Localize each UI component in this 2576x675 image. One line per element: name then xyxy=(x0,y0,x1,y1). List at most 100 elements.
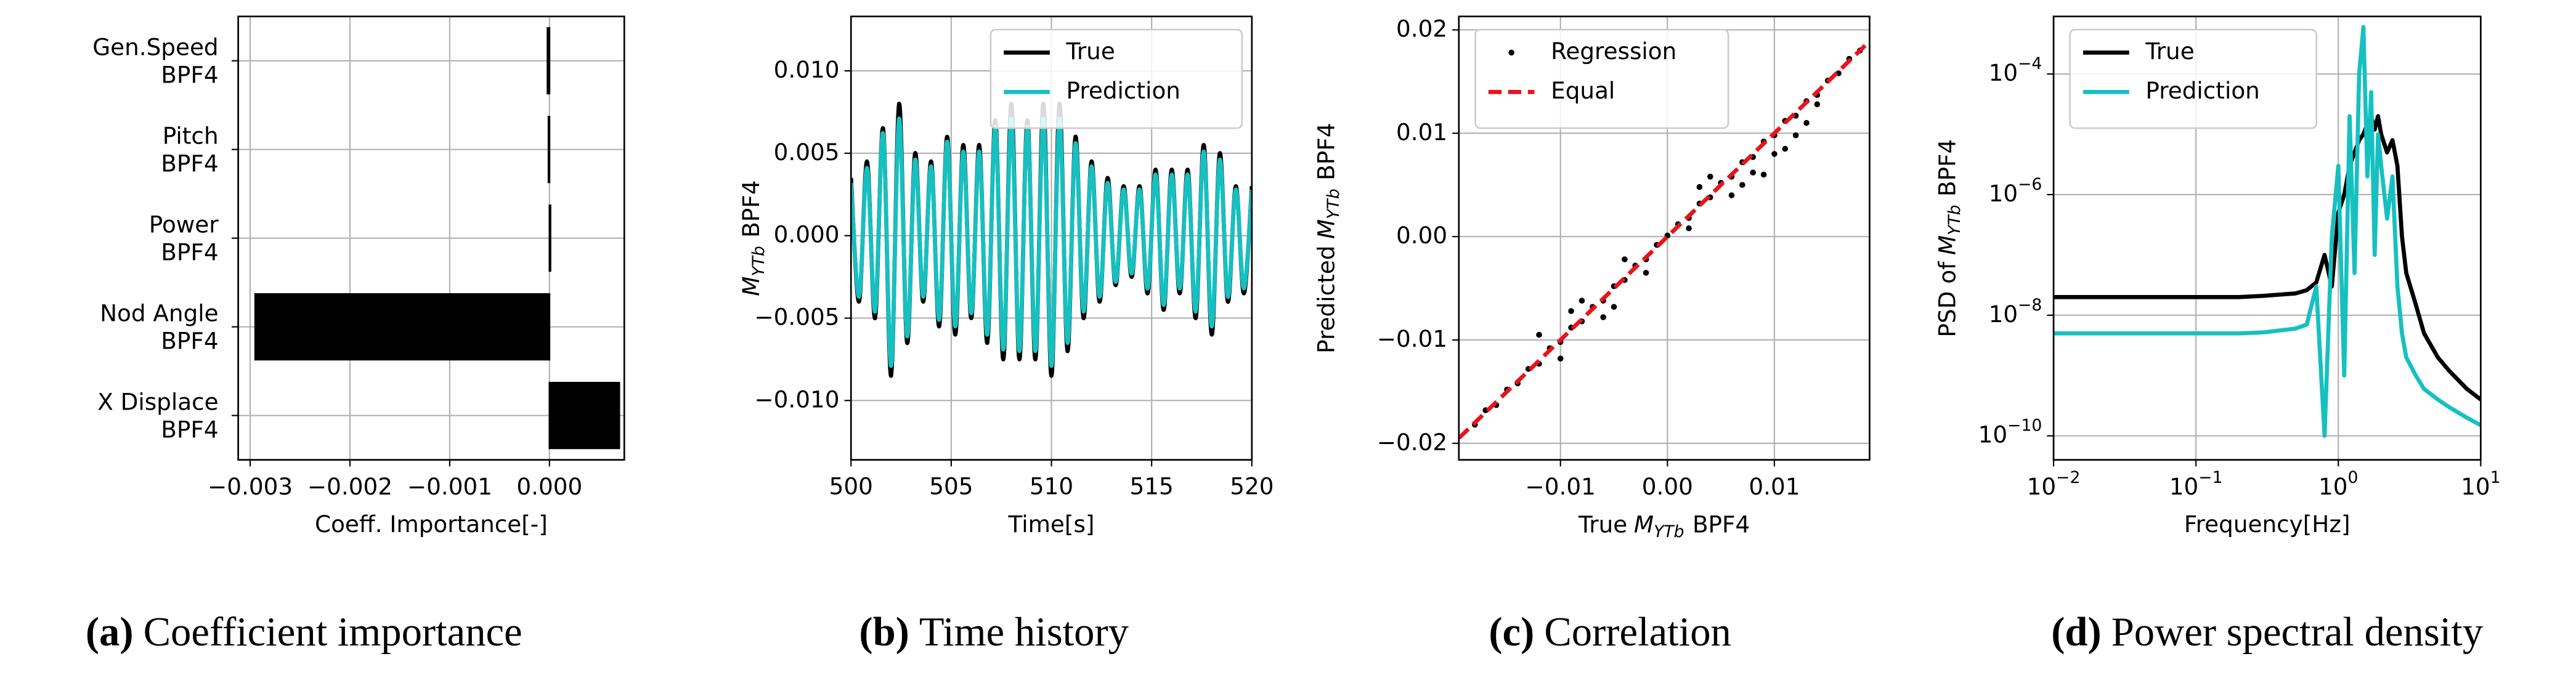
tick-label: 0.00 xyxy=(1396,222,1447,249)
point xyxy=(1643,270,1649,276)
axis-label-part: YTb xyxy=(1654,522,1684,541)
category-label: Gen.Speed BPF4 xyxy=(92,33,218,88)
tick-label-text: 10 xyxy=(1989,59,2018,86)
point xyxy=(1771,151,1778,157)
category-label: Power BPF4 xyxy=(149,211,219,265)
tick-label: 0.000 xyxy=(774,220,840,248)
axes-frame xyxy=(1458,15,1871,461)
tick-label: 10−10 xyxy=(1978,416,2042,448)
category-label: Nod Angle BPF4 xyxy=(100,299,219,354)
caption-text: Power spectral density xyxy=(2111,610,2484,655)
tick-label: 0.000 xyxy=(516,472,582,499)
axis-label-part: M xyxy=(1933,235,1960,255)
tick-label: 0.02 xyxy=(1396,15,1447,42)
legend-label: Prediction xyxy=(1067,77,1180,104)
caption-letter: (a) xyxy=(86,610,134,655)
point xyxy=(1792,132,1799,139)
caption: (a) Coefficient importance xyxy=(86,610,522,655)
point xyxy=(1579,297,1585,304)
tick-label-text: 0.000 xyxy=(774,220,840,248)
point xyxy=(1782,145,1789,152)
axis-label: MYTb BPF4 xyxy=(737,180,768,296)
tick-label-exponent: 0 xyxy=(2348,467,2359,487)
tick-label: −0.01 xyxy=(1526,472,1596,499)
tick-label-exponent: −1 xyxy=(2198,467,2222,487)
tick-label: 0.010 xyxy=(774,56,840,83)
tick-label: −0.02 xyxy=(1377,428,1447,455)
axes-frame xyxy=(850,15,1253,461)
tick-label-text: 10 xyxy=(1989,300,2018,327)
point xyxy=(1600,314,1606,320)
plot-area xyxy=(2054,25,2481,439)
tick-label-text: −0.001 xyxy=(407,472,492,499)
tick-label-text: −0.010 xyxy=(754,386,839,413)
tick-label-text: 10 xyxy=(2169,472,2199,499)
axes-frame xyxy=(2052,15,2482,461)
category-label: Pitch BPF4 xyxy=(161,122,218,177)
point xyxy=(1760,171,1767,178)
point xyxy=(1739,182,1745,188)
legend-label: Prediction xyxy=(2145,77,2259,104)
bar xyxy=(548,204,551,272)
legend-label: True xyxy=(1066,38,1115,65)
legend-box xyxy=(989,28,1243,129)
tick-label-text: 0.000 xyxy=(516,472,582,499)
tick-label-text: 0.005 xyxy=(774,138,840,165)
bar xyxy=(546,27,551,95)
point xyxy=(1707,174,1713,180)
tick-label-exponent: −10 xyxy=(2007,416,2042,435)
tick-label: 0.005 xyxy=(774,138,840,165)
axis-label-part: YTb xyxy=(749,246,768,277)
tick-label-exponent: −8 xyxy=(2018,295,2042,314)
caption-letter: (d) xyxy=(2051,610,2101,655)
tick-label: −0.005 xyxy=(754,303,839,330)
axis-label-part: Predicted xyxy=(1312,246,1339,354)
tick-label-exponent: −4 xyxy=(2018,54,2042,73)
category-label: X Displace BPF4 xyxy=(97,388,218,443)
caption: (b) Time history xyxy=(859,610,1129,655)
axis-label: Predicted MYTb BPF4 xyxy=(1312,123,1343,354)
point xyxy=(1803,119,1810,126)
tick-label: 10−2 xyxy=(2027,467,2081,499)
axis-label-part: BPF4 xyxy=(1312,123,1339,180)
axis-label: True MYTb BPF4 xyxy=(1578,511,1750,541)
tick-label: 100 xyxy=(2318,467,2358,499)
tick-label-text: −0.003 xyxy=(208,472,293,499)
point xyxy=(1622,256,1628,262)
tick-label: 515 xyxy=(1130,472,1174,499)
tick-label: 10−6 xyxy=(1989,174,2042,206)
tick-label-exponent: −6 xyxy=(2018,174,2042,193)
legend-box xyxy=(1474,28,1729,129)
tick-label-text: −0.02 xyxy=(1377,428,1447,455)
tick-label-text: −0.01 xyxy=(1377,325,1447,352)
point xyxy=(1686,225,1692,232)
axis-label-part: PSD of xyxy=(1933,261,1960,338)
caption: (c) Correlation xyxy=(1489,610,1731,655)
point xyxy=(1557,355,1564,362)
caption: (d) Power spectral density xyxy=(2051,610,2484,655)
point xyxy=(1728,192,1735,198)
plot-area xyxy=(1458,39,1870,440)
axes-frame xyxy=(237,15,625,461)
axis-label-part: YTb xyxy=(1945,204,1964,235)
tick-label: 505 xyxy=(929,472,973,499)
line xyxy=(2054,114,2481,402)
point xyxy=(1696,184,1703,190)
axis-label-part: M xyxy=(1634,511,1654,538)
point xyxy=(1568,308,1574,314)
caption-text: Correlation xyxy=(1544,610,1731,655)
tick-label: −0.003 xyxy=(208,472,293,499)
tick-label-text: −0.005 xyxy=(754,303,839,330)
plot-area xyxy=(851,102,1252,378)
line xyxy=(2054,25,2481,439)
axis-label: Time[s] xyxy=(1008,511,1095,538)
tick-label: 500 xyxy=(829,472,873,499)
point xyxy=(1611,304,1617,310)
tick-label-text: 10 xyxy=(2027,472,2057,499)
axis-label: Frequency[Hz] xyxy=(2184,511,2350,538)
tick-label: 10−4 xyxy=(1989,54,2042,86)
tick-label: 520 xyxy=(1230,472,1274,499)
axis-label-part: True xyxy=(1578,511,1627,538)
tick-label: 10−1 xyxy=(2169,467,2223,499)
axis-label-part: YTb xyxy=(1324,188,1343,219)
